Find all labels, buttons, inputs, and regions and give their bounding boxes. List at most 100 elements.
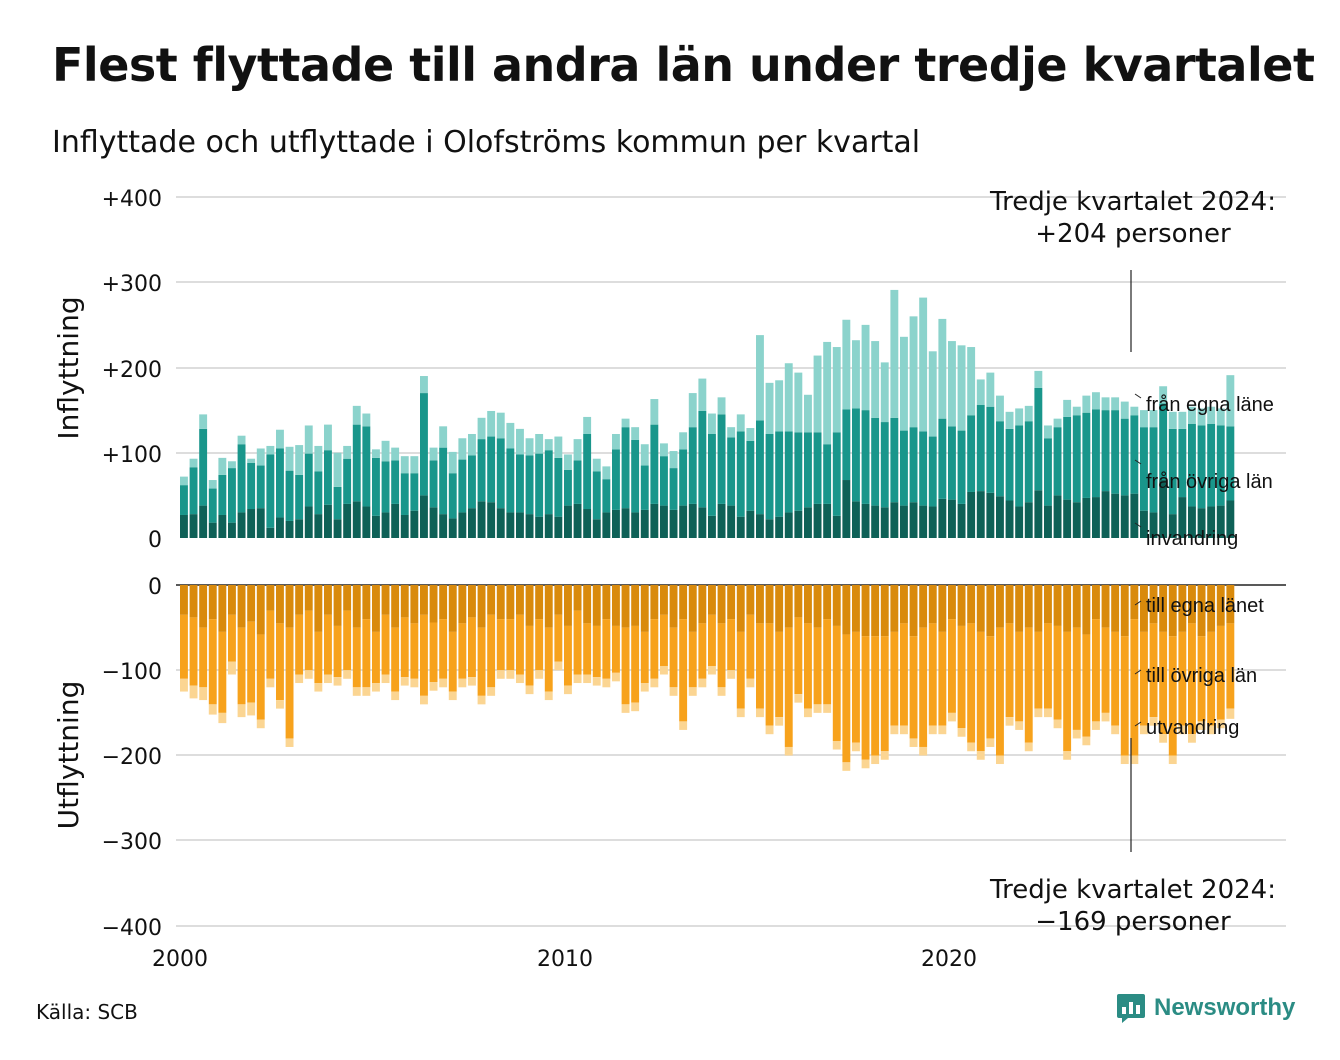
bar-från-övriga-län [1178, 428, 1187, 498]
bar-till-egna-länet [516, 585, 524, 615]
bar-till-egna-länet [314, 585, 323, 632]
bar-till-övriga-län [1168, 636, 1177, 756]
bar-utvandring [525, 685, 534, 695]
bar-från-egna-läne [276, 517, 284, 538]
bar-invandring [1226, 375, 1235, 427]
bar-till-egna-länet [621, 585, 630, 628]
bar-till-övriga-län [746, 614, 755, 679]
bar-invandring [909, 316, 918, 428]
bar-till-egna-länet [957, 585, 966, 626]
bar-till-egna-länet [506, 585, 515, 620]
bar-till-egna-länet [996, 585, 1004, 628]
bar-till-egna-länet [1226, 585, 1235, 624]
bar-från-egna-läne [592, 519, 601, 538]
bar-från-egna-läne [823, 503, 832, 538]
bar-utvandring [967, 742, 976, 752]
bar-invandring [986, 372, 995, 407]
bar-till-egna-länet [1111, 585, 1120, 632]
bar-invandring [429, 447, 438, 461]
bar-från-övriga-län [842, 409, 851, 481]
bar-till-egna-länet [189, 585, 198, 618]
bar-utvandring [343, 670, 352, 679]
bar-från-övriga-län [813, 432, 822, 504]
bar-från-egna-läne [967, 491, 976, 538]
bar-från-egna-läne [218, 514, 227, 538]
bar-från-egna-läne [458, 512, 467, 538]
bar-från-övriga-län [285, 470, 294, 521]
bar-till-egna-länet [544, 585, 553, 628]
y-tick-label: 0 [148, 528, 162, 553]
bar-invandring [957, 345, 966, 431]
bar-invandring [544, 439, 553, 451]
bar-till-övriga-län [247, 621, 256, 703]
bar-till-egna-länet [1034, 585, 1043, 632]
bar-utvandring [890, 725, 899, 735]
bar-utvandring [928, 725, 937, 735]
bar-invandring [612, 433, 620, 450]
y-tick-label: −300 [102, 830, 162, 855]
bar-från-övriga-län [458, 459, 467, 513]
bar-från-övriga-län [794, 432, 803, 511]
bar-till-egna-länet [708, 585, 716, 615]
bar-invandring [861, 324, 870, 411]
bar-invandring [391, 447, 400, 461]
bar-från-övriga-län [909, 427, 918, 503]
bar-invandring [189, 458, 198, 468]
bar-till-övriga-län [1015, 631, 1024, 722]
bar-till-egna-länet [324, 585, 332, 615]
bar-från-egna-läne [410, 510, 419, 538]
bar-till-egna-länet [1053, 585, 1062, 626]
bar-invandring [1120, 401, 1129, 419]
bar-invandring [698, 378, 707, 411]
bar-till-övriga-län [391, 627, 400, 692]
bar-till-egna-länet [266, 585, 275, 611]
bar-invandring [1216, 408, 1225, 426]
bar-till-övriga-län [948, 619, 956, 713]
bar-från-egna-läne [986, 492, 995, 538]
bar-invandring [247, 458, 256, 463]
bar-invandring [650, 399, 659, 425]
bar-från-övriga-län [1207, 423, 1216, 507]
bar-till-övriga-län [679, 619, 688, 722]
bar-från-övriga-län [612, 449, 620, 510]
bar-från-egna-läne [957, 503, 966, 538]
bar-till-egna-länet [400, 585, 409, 618]
bar-till-övriga-län [1044, 623, 1052, 709]
bar-till-egna-länet [180, 585, 188, 615]
bar-till-egna-länet [525, 585, 534, 626]
bar-från-övriga-län [496, 438, 505, 509]
bar-invandring [228, 461, 236, 469]
bar-invandring [458, 438, 467, 460]
bar-till-egna-länet [448, 585, 457, 632]
bar-från-övriga-län [1092, 409, 1100, 498]
bar-från-övriga-län [189, 467, 198, 515]
bar-från-övriga-län [295, 474, 304, 520]
bar-från-egna-läne [919, 505, 928, 538]
x-tick-label: 2010 [537, 947, 593, 972]
bar-utvandring [1197, 721, 1206, 730]
bar-från-övriga-län [1044, 438, 1052, 506]
bar-till-övriga-län [1005, 623, 1014, 718]
bar-till-övriga-län [919, 627, 928, 747]
bar-invandring [890, 289, 899, 418]
bar-invandring [804, 394, 812, 433]
bar-till-egna-länet [650, 585, 659, 620]
bar-från-egna-läne [928, 506, 937, 538]
bar-från-egna-läne [381, 512, 390, 538]
bar-utvandring [1063, 751, 1072, 760]
bar-från-egna-läne [1197, 508, 1206, 538]
brand-logo[interactable]: Newsworthy [1116, 992, 1295, 1024]
bar-invandring [468, 433, 476, 456]
bar-från-egna-läne [1120, 495, 1129, 538]
bar-från-egna-läne [1024, 502, 1033, 538]
bar-till-egna-länet [1207, 585, 1216, 632]
bar-till-egna-länet [698, 585, 707, 624]
bar-från-egna-läne [583, 509, 592, 538]
series-label: från övriga län [1146, 471, 1273, 493]
bar-utvandring [324, 674, 332, 684]
bar-från-egna-läne [573, 503, 582, 538]
bar-till-egna-länet [487, 585, 496, 615]
bar-till-egna-länet [928, 585, 937, 624]
bar-från-egna-läne [1015, 506, 1024, 538]
